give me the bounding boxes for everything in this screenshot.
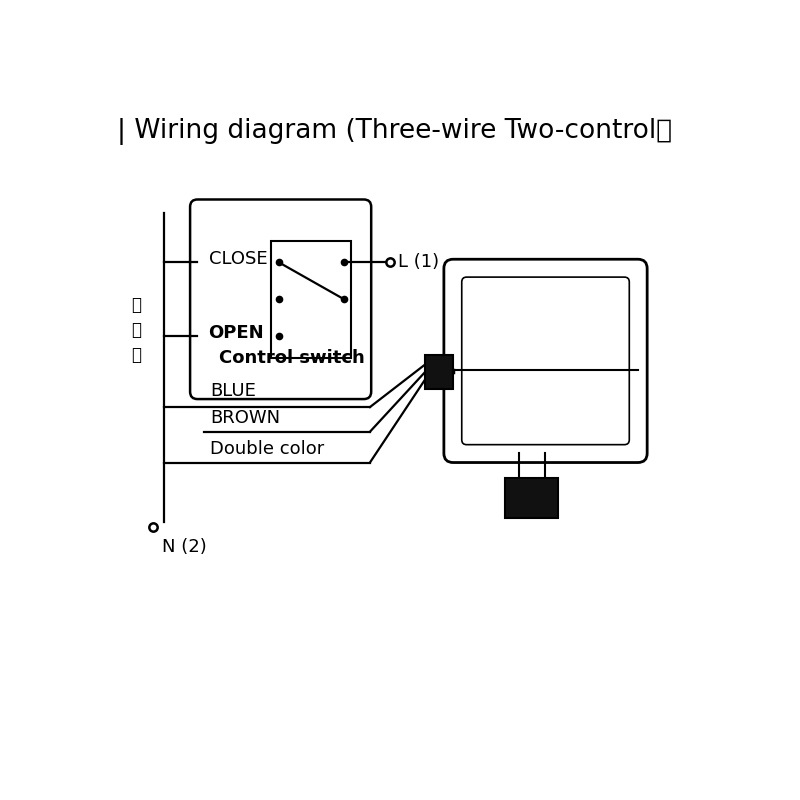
Text: | Wiring diagram (Three-wire Two-control）: | Wiring diagram (Three-wire Two-control…: [118, 118, 673, 145]
FancyBboxPatch shape: [444, 259, 647, 462]
Text: N (2): N (2): [162, 538, 206, 556]
Bar: [271, 241, 351, 358]
Text: BLUE: BLUE: [210, 382, 256, 400]
Text: OPEN: OPEN: [209, 324, 264, 342]
Text: Double color: Double color: [210, 439, 324, 458]
Bar: [426, 354, 453, 389]
FancyBboxPatch shape: [190, 199, 371, 399]
Text: L (1): L (1): [398, 254, 439, 271]
Text: 控
制
线: 控 制 线: [131, 296, 141, 364]
Text: BROWN: BROWN: [210, 409, 280, 426]
Bar: [506, 478, 558, 518]
Text: CLOSE: CLOSE: [209, 250, 267, 268]
Text: Control switch: Control switch: [219, 349, 365, 367]
FancyBboxPatch shape: [462, 277, 630, 445]
